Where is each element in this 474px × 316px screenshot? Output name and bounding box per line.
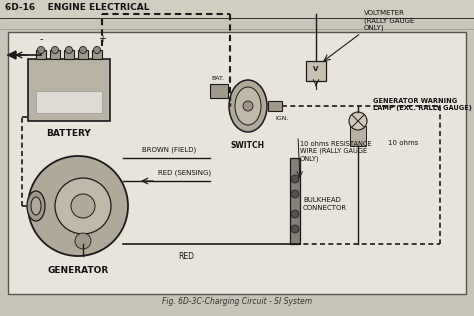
Text: BAT.: BAT. [211,76,225,81]
Circle shape [71,194,95,218]
Circle shape [243,101,253,111]
Text: -: - [39,34,43,44]
Bar [64,50,74,59]
Bar [78,50,88,59]
Circle shape [55,178,111,234]
Ellipse shape [31,197,41,215]
Text: GENERATOR WARNING
LAMP (EXC. RALLY GAUGE): GENERATOR WARNING LAMP (EXC. RALLY GAUGE… [373,98,472,111]
Circle shape [291,210,299,218]
Bar [306,61,326,81]
Bar [36,91,102,113]
Circle shape [291,190,299,198]
Circle shape [75,233,91,249]
Bar [50,50,60,59]
Circle shape [52,46,58,53]
Bar [350,126,366,146]
Text: RED: RED [178,252,194,261]
Text: +: + [98,34,106,44]
Polygon shape [8,51,16,59]
Ellipse shape [229,80,267,132]
Bar [210,84,228,98]
Bar [0,0,474,18]
Text: VOLTMETER
(RALLY GAUGE
ONLY): VOLTMETER (RALLY GAUGE ONLY) [364,10,414,31]
Bar [92,50,102,59]
Circle shape [37,46,45,53]
Circle shape [291,225,299,233]
Bar [290,158,300,244]
Circle shape [291,175,299,183]
Text: Fig. 6D-3C-Charging Circuit - SI System: Fig. 6D-3C-Charging Circuit - SI System [162,297,312,306]
Circle shape [80,46,86,53]
Circle shape [349,112,367,130]
Bar [28,59,110,121]
Circle shape [65,46,73,53]
Text: 10 ohms RESISTANCE
WIRE (RALLY GAUGE
ONLY): 10 ohms RESISTANCE WIRE (RALLY GAUGE ONL… [300,141,372,162]
Text: RED (SENSING): RED (SENSING) [158,169,211,176]
Text: IGN.: IGN. [275,116,289,121]
Circle shape [93,46,100,53]
Bar [8,32,466,294]
Text: BROWN (FIELD): BROWN (FIELD) [142,147,196,153]
Text: BULKHEAD
CONNECTOR: BULKHEAD CONNECTOR [303,198,347,210]
Text: SWITCH: SWITCH [231,141,265,150]
Text: 6D-16    ENGINE ELECTRICAL: 6D-16 ENGINE ELECTRICAL [5,3,149,13]
Text: V: V [313,66,319,72]
Bar [36,50,46,59]
Ellipse shape [27,191,45,221]
Bar [268,101,282,111]
Text: GENERATOR: GENERATOR [47,266,109,275]
Text: BATTERY: BATTERY [46,129,91,138]
Text: 10 ohms: 10 ohms [388,140,419,146]
Ellipse shape [235,87,261,125]
Circle shape [28,156,128,256]
